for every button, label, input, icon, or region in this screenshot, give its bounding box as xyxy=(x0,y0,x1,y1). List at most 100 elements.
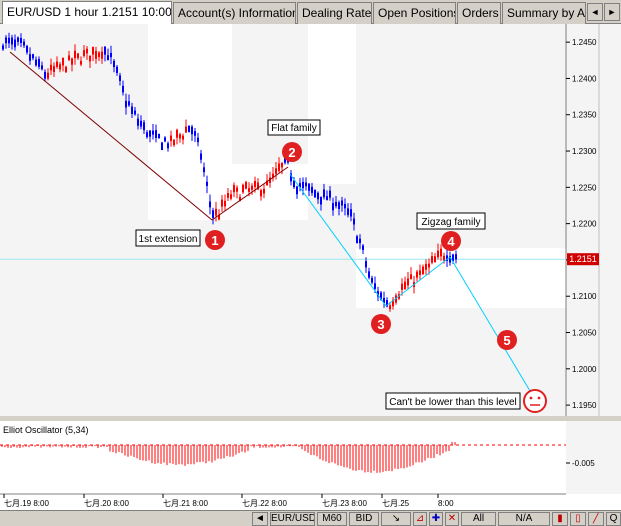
price-tick-label: 1.2350 xyxy=(572,111,597,120)
candle xyxy=(203,162,205,177)
tab-orders[interactable]: Orders xyxy=(457,2,501,24)
candle xyxy=(140,115,142,130)
tab-account-information[interactable]: Account(s) Information xyxy=(173,2,296,24)
candle xyxy=(20,33,22,48)
tab-summary-by-account[interactable]: Summary by Ac xyxy=(502,2,586,24)
bar-chart-icon[interactable]: ▮ xyxy=(552,512,568,526)
wave-marker-1: 1 xyxy=(205,230,225,250)
candle xyxy=(74,44,76,65)
current-price-label: 1.2151 xyxy=(569,254,597,264)
candle xyxy=(353,212,355,231)
candle xyxy=(407,272,409,290)
candle xyxy=(266,174,268,186)
bid-ask-selector[interactable]: BID xyxy=(349,512,379,526)
candle xyxy=(71,57,73,72)
oscillator-axis-panel xyxy=(566,421,621,494)
annotation-flat-family: Flat family xyxy=(267,119,321,136)
symbol-selector[interactable]: EUR/USD xyxy=(270,512,315,526)
candle xyxy=(65,65,67,73)
tab-scroll-right-icon[interactable]: ► xyxy=(604,3,620,21)
svg-text:5: 5 xyxy=(503,333,510,348)
line-chart-icon[interactable]: ╱ xyxy=(588,512,604,526)
candle xyxy=(212,207,214,225)
candle xyxy=(425,259,427,275)
price-tick-label: 1.2000 xyxy=(572,365,597,374)
time-tick-label: 七月.22 8:00 xyxy=(242,499,287,508)
na-button[interactable]: N/A xyxy=(498,512,550,526)
candle xyxy=(41,61,43,71)
candle xyxy=(377,286,379,302)
time-tick-label: 七月.20 8:00 xyxy=(84,499,129,508)
price-tick-label: 1.2400 xyxy=(572,74,597,83)
candle xyxy=(152,123,154,140)
quote-button[interactable]: Q xyxy=(606,512,621,526)
pane-splitter[interactable] xyxy=(0,416,621,421)
time-tick-label: 七月.25 xyxy=(382,499,410,508)
candle xyxy=(314,189,316,198)
candle xyxy=(299,177,301,192)
indicator-icon[interactable]: ✚ xyxy=(429,512,443,526)
candle xyxy=(401,278,403,296)
session-block xyxy=(308,184,356,264)
session-block xyxy=(232,220,308,416)
candle xyxy=(332,197,334,216)
candle xyxy=(35,56,37,67)
oscillator-tick: -0.005 xyxy=(572,459,595,468)
price-tick-label: 1.2050 xyxy=(572,329,597,338)
tab-scroll-left-icon[interactable]: ◄ xyxy=(587,3,603,21)
candle xyxy=(83,45,85,58)
candle xyxy=(305,177,307,191)
candle xyxy=(68,50,70,62)
candle xyxy=(23,38,25,49)
candle xyxy=(362,244,364,255)
time-tick-label: 七月.21 8:00 xyxy=(163,499,208,508)
wave-marker-4: 4 xyxy=(441,231,461,251)
price-tick-label: 1.2450 xyxy=(572,38,597,47)
candle xyxy=(383,291,385,308)
candle xyxy=(356,234,358,244)
candle xyxy=(176,128,178,145)
candle xyxy=(146,130,148,139)
candle xyxy=(77,53,79,60)
tab-dealing-rates[interactable]: Dealing Rates xyxy=(297,2,372,24)
candle xyxy=(371,275,373,285)
candle xyxy=(149,130,151,143)
candle xyxy=(182,133,184,145)
candle xyxy=(437,243,439,260)
candle xyxy=(200,149,202,164)
candle xyxy=(446,249,448,267)
candle xyxy=(131,102,133,118)
trend-line-wave-5 xyxy=(449,256,534,397)
scroll-left-icon[interactable]: ◄ xyxy=(252,512,268,526)
candle xyxy=(422,264,424,275)
candle-chart-icon[interactable]: ▯ xyxy=(570,512,586,526)
candle xyxy=(455,250,457,264)
svg-text:4: 4 xyxy=(447,234,455,249)
fibonacci-icon[interactable]: ⊿ xyxy=(413,512,427,526)
draw-tool-icon[interactable]: ↘ xyxy=(381,512,411,526)
candle xyxy=(410,267,412,280)
candle xyxy=(323,183,325,200)
chart-area[interactable]: 1.2450 1.2400 1.2350 1.2300 1.2250 1.2200 1.21… xyxy=(0,24,621,510)
all-button[interactable]: All xyxy=(461,512,496,526)
svg-text:1: 1 xyxy=(211,233,218,248)
candle xyxy=(275,162,277,180)
candle xyxy=(335,195,337,209)
price-axis-panel xyxy=(566,24,621,416)
annotation-first-extension: 1st extension xyxy=(135,229,201,247)
tab-open-positions[interactable]: Open Positions xyxy=(373,2,456,24)
candle xyxy=(440,244,442,261)
candle xyxy=(125,93,127,115)
candle xyxy=(308,183,310,197)
tab-eurusd-chart[interactable]: EUR/USD 1 hour 1.2151 10:00:00 xyxy=(2,1,172,25)
candle xyxy=(32,53,34,61)
timeframe-selector[interactable]: M60 xyxy=(317,512,347,526)
candle xyxy=(338,200,340,216)
oscillator-title: Elliot Oscillator (5,34) xyxy=(3,425,89,435)
candle xyxy=(98,50,100,62)
candle xyxy=(197,132,199,147)
candle xyxy=(185,119,187,133)
zoom-icon[interactable]: ✕ xyxy=(445,512,459,526)
candle xyxy=(164,136,166,143)
